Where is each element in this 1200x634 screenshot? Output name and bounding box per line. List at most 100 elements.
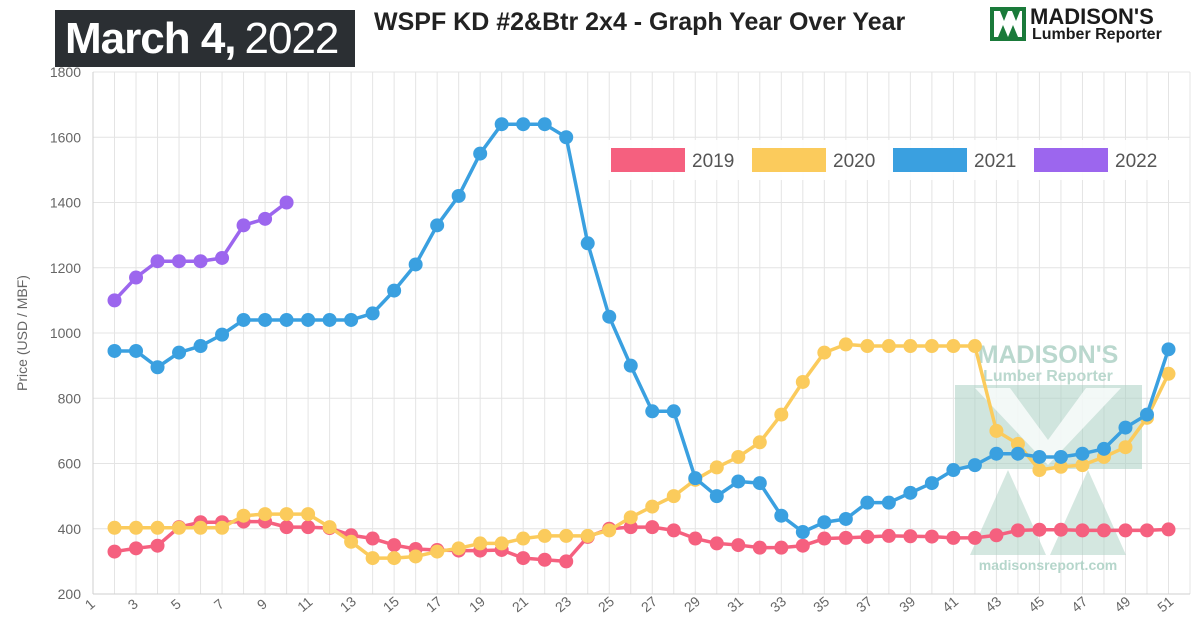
- legend-label-2019: 2019: [692, 151, 734, 172]
- data-point-2019: [731, 538, 746, 553]
- legend-swatch-2020: [752, 148, 826, 172]
- data-point-2019: [516, 551, 531, 566]
- data-point-2021: [989, 446, 1004, 461]
- data-point-2020: [537, 528, 552, 543]
- data-point-2021: [1139, 407, 1154, 422]
- x-tick-label: 25: [595, 593, 617, 615]
- data-point-2021: [645, 404, 660, 419]
- data-point-2019: [150, 538, 165, 553]
- data-point-2022: [279, 195, 294, 210]
- data-point-2020: [860, 339, 875, 354]
- x-tick-label: 43: [982, 593, 1004, 615]
- data-point-2019: [967, 530, 982, 545]
- x-tick-label: 3: [125, 595, 141, 612]
- data-point-2020: [602, 523, 617, 538]
- data-point-2021: [623, 358, 638, 373]
- series-2020: [107, 337, 1176, 566]
- data-point-2020: [580, 528, 595, 543]
- data-point-2019: [301, 520, 316, 535]
- watermark-triangle-left: [970, 470, 1046, 555]
- data-point-2020: [774, 407, 789, 422]
- data-point-2020: [1161, 366, 1176, 381]
- data-point-2019: [774, 540, 789, 555]
- data-point-2019: [838, 530, 853, 545]
- data-point-2020: [967, 339, 982, 354]
- legend-label-2022: 2022: [1115, 151, 1157, 172]
- data-point-2021: [795, 525, 810, 540]
- data-point-2019: [129, 541, 144, 556]
- data-point-2020: [989, 423, 1004, 438]
- watermark-url: madisonsreport.com: [979, 557, 1117, 573]
- y-tick-label: 200: [58, 586, 82, 602]
- data-point-2019: [623, 520, 638, 535]
- data-point-2022: [258, 211, 273, 226]
- data-point-2020: [817, 345, 832, 360]
- data-point-2020: [1118, 440, 1133, 455]
- x-tick-label: 39: [896, 593, 918, 615]
- data-point-2019: [1161, 522, 1176, 537]
- data-point-2021: [903, 485, 918, 500]
- data-point-2019: [924, 529, 939, 544]
- legend-label-2020: 2020: [833, 151, 875, 172]
- data-point-2020: [387, 551, 402, 566]
- data-point-2020: [236, 508, 251, 523]
- logo-brand-name: MADISON'S: [1030, 4, 1154, 29]
- data-point-2020: [1010, 436, 1025, 451]
- data-point-2021: [1161, 342, 1176, 357]
- data-point-2021: [193, 339, 208, 354]
- series-2022: [107, 195, 294, 308]
- data-point-2019: [752, 540, 767, 555]
- data-point-2022: [215, 250, 230, 265]
- x-tick-label: 33: [767, 593, 789, 615]
- data-point-2020: [322, 520, 337, 535]
- data-point-2022: [172, 254, 187, 269]
- data-point-2021: [387, 283, 402, 298]
- y-tick-label: 1600: [50, 129, 81, 145]
- chart-title: WSPF KD #2&Btr 2x4 - Graph Year Over Yea…: [374, 8, 906, 36]
- data-point-2020: [752, 435, 767, 450]
- data-point-2019: [666, 523, 681, 538]
- data-point-2021: [322, 312, 337, 327]
- x-tick-label: 1: [82, 595, 98, 612]
- data-point-2020: [838, 337, 853, 352]
- data-point-2021: [279, 312, 294, 327]
- data-point-2020: [516, 531, 531, 546]
- y-tick-label: 400: [58, 521, 82, 537]
- data-point-2020: [365, 551, 380, 566]
- watermark-brand: MADISON'S: [978, 341, 1119, 369]
- legend-label-2021: 2021: [974, 151, 1016, 172]
- data-point-2019: [1139, 523, 1154, 538]
- data-point-2021: [559, 130, 574, 145]
- x-tick-label: 23: [552, 593, 574, 615]
- x-tick-label: 11: [294, 593, 316, 615]
- data-point-2019: [645, 520, 660, 535]
- data-point-2020: [129, 520, 144, 535]
- data-point-2021: [107, 343, 122, 358]
- data-point-2020: [559, 528, 574, 543]
- x-tick-label: 5: [168, 595, 184, 612]
- data-point-2020: [645, 499, 660, 514]
- data-point-2020: [344, 534, 359, 549]
- x-tick-label: 47: [1068, 593, 1090, 615]
- data-point-2021: [1032, 449, 1047, 464]
- data-point-2020: [150, 520, 165, 535]
- x-tick-label: 13: [337, 593, 359, 615]
- logo-brand-subtitle: Lumber Reporter: [1032, 26, 1162, 43]
- data-point-2021: [752, 476, 767, 491]
- data-point-2019: [1118, 523, 1133, 538]
- data-point-2019: [537, 552, 552, 567]
- logo-mark-icon: [990, 7, 1026, 41]
- data-point-2021: [215, 327, 230, 342]
- data-point-2019: [989, 528, 1004, 543]
- y-tick-label: 1000: [50, 325, 81, 341]
- x-tick-label: 45: [1025, 593, 1047, 615]
- data-point-2020: [258, 507, 273, 522]
- data-point-2021: [817, 515, 832, 530]
- x-tick-label: 15: [380, 593, 402, 615]
- data-point-2020: [946, 339, 961, 354]
- data-point-2022: [150, 254, 165, 269]
- y-axis-title: Price (USD / MBF): [14, 275, 30, 391]
- data-point-2021: [365, 306, 380, 321]
- data-point-2021: [129, 343, 144, 358]
- data-point-2021: [258, 312, 273, 327]
